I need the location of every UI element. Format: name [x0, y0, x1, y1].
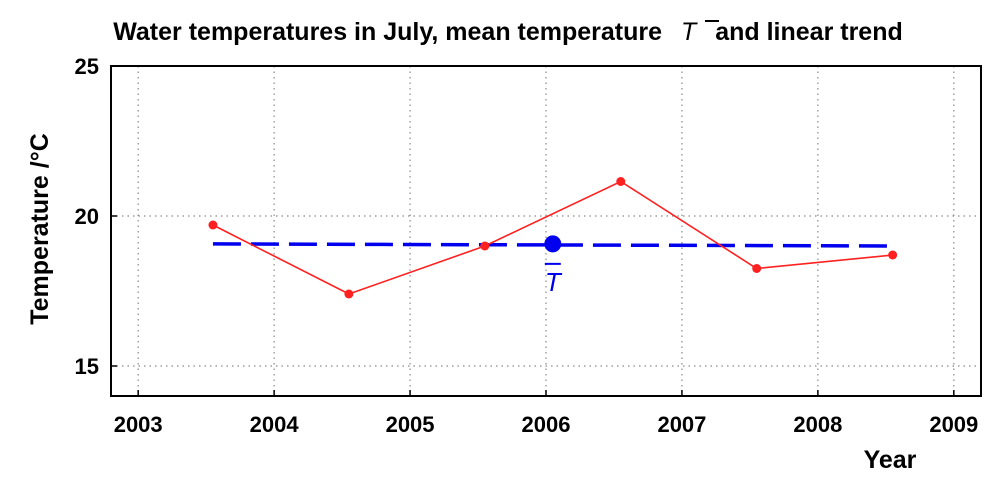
x-tick-label-0: 2003 — [114, 412, 163, 437]
y-tick-label-2: 25 — [75, 54, 99, 79]
data-point-3 — [616, 177, 626, 186]
data-point-5 — [888, 250, 898, 260]
title-prefix: Water temperatures in July, mean tempera… — [113, 18, 662, 46]
x-tick-label-5: 2008 — [793, 412, 842, 437]
data-point-0 — [208, 220, 218, 230]
chart-title: Water temperatures in July, mean tempera… — [113, 18, 903, 46]
y-tick-label-1: 20 — [75, 204, 99, 229]
data-point-4 — [752, 264, 762, 273]
title-symbol: T — [681, 18, 698, 46]
x-tick-label-6: 2009 — [929, 412, 978, 437]
series-line-0 — [212, 180, 893, 295]
data-point-2 — [480, 241, 490, 251]
y-axis-label: Temperature /°C — [26, 133, 54, 325]
x-tick-label-1: 2004 — [250, 412, 300, 437]
grid — [111, 65, 981, 396]
x-axis-label: Year — [864, 446, 917, 474]
title-suffix: and linear trend — [715, 18, 903, 46]
y-tick-label-0: 15 — [75, 354, 99, 379]
x-tick-label-4: 2007 — [657, 412, 706, 437]
mean-label: T — [545, 267, 563, 297]
data-point-1 — [344, 289, 354, 299]
x-tick-label-2: 2005 — [386, 412, 435, 437]
x-tick-label-3: 2006 — [522, 412, 571, 437]
mean-marker — [544, 235, 562, 253]
series-layer — [208, 177, 898, 299]
mean-layer: T — [544, 235, 563, 297]
ticks: 2003 2004 2005 2006 2007 2008 2009 15 20 25 — [75, 54, 979, 437]
